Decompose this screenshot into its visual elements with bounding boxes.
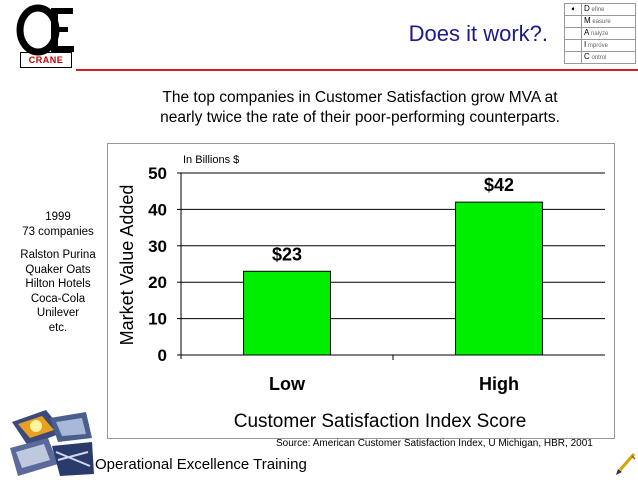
x-category-label: Low: [269, 374, 306, 394]
dmaic-letter: A: [584, 28, 590, 37]
bar: [455, 201, 543, 356]
y-tick-label: 20: [148, 273, 167, 292]
company-item: etc.: [48, 321, 68, 334]
dmaic-marker: ➧: [564, 3, 582, 16]
dmaic-row: A nalyze: [564, 27, 636, 40]
dmaic-rest: ontrol: [591, 55, 607, 61]
dmaic-marker: [564, 39, 582, 52]
dmaic-row: C ontrol: [564, 51, 636, 64]
company-count: 73 companies: [22, 225, 94, 238]
footer-title: Operational Excellence Training: [95, 456, 307, 473]
dmaic-marker: [564, 51, 582, 64]
y-tick-label: 30: [148, 237, 167, 256]
y-tick-label: 10: [148, 310, 167, 329]
y-tick-label: 0: [158, 346, 167, 365]
crane-logo-text: CRANE: [20, 52, 72, 68]
dmaic-row: ➧ D efine: [564, 3, 636, 16]
subtitle-line-2: nearly twice the rate of their poor-perf…: [160, 109, 560, 126]
company-item: Unilever: [36, 307, 80, 319]
study-year: 1999: [45, 211, 71, 223]
slide-subtitle: The top companies in Customer Satisfacti…: [110, 88, 610, 128]
x-axis-title: Customer Satisfaction Index Score: [234, 411, 527, 432]
company-item: Coca-Cola: [30, 292, 86, 305]
bar-data-label: $42: [484, 175, 514, 195]
dmaic-letter: C: [584, 52, 590, 61]
y-tick-label: 40: [148, 200, 167, 219]
dmaic-step: A nalyze: [581, 27, 636, 40]
dmaic-rest: efine: [591, 7, 605, 13]
y-axis-title: Market Value Added: [117, 185, 137, 346]
dmaic-letter: D: [584, 4, 590, 13]
dmaic-step: M easure: [581, 15, 636, 28]
dmaic-row: M easure: [564, 15, 636, 28]
dmaic-letter: M: [584, 16, 591, 25]
company-item: Hilton Hotels: [25, 278, 91, 290]
y-tick-label: 50: [148, 164, 167, 183]
slide-title: Does it work?.: [408, 21, 548, 46]
dmaic-step: I mprove: [581, 39, 636, 52]
crane-logo-mark: [14, 4, 76, 56]
dmaic-step: D efine: [581, 3, 636, 16]
dmaic-rest: easure: [592, 19, 611, 25]
subtitle-line-1: The top companies in Customer Satisfacti…: [162, 89, 558, 106]
dmaic-marker: [564, 15, 582, 28]
dmaic-table: ➧ D efine M easure A nalyze I mprove C ontrol: [564, 3, 636, 64]
dmaic-step: C ontrol: [581, 51, 636, 64]
source-note: Source: American Customer Satisfaction I…: [276, 438, 593, 449]
bar: [243, 270, 331, 356]
dmaic-row: I mprove: [564, 39, 636, 52]
title-divider: [76, 69, 638, 71]
company-item: Quaker Oats: [25, 263, 91, 276]
unit-note: In Billions $: [183, 154, 239, 166]
company-list: 1999 73 companies Ralston Purina Quaker …: [8, 210, 108, 335]
company-item: Ralston Purina: [20, 249, 96, 261]
x-category-label: High: [479, 374, 519, 394]
pen-icon: [614, 452, 636, 476]
bar-chart: 0 10 20 30 40 50 $23 Low $42 High In Billions $ Mar…: [117, 154, 605, 432]
dmaic-marker: [564, 27, 582, 40]
decorative-photo-collage-icon: [6, 408, 96, 478]
dmaic-rest: nalyze: [591, 31, 609, 37]
dmaic-rest: mprove: [587, 43, 608, 49]
bar-data-label: $23: [272, 244, 302, 264]
dmaic-letter: I: [584, 40, 587, 49]
